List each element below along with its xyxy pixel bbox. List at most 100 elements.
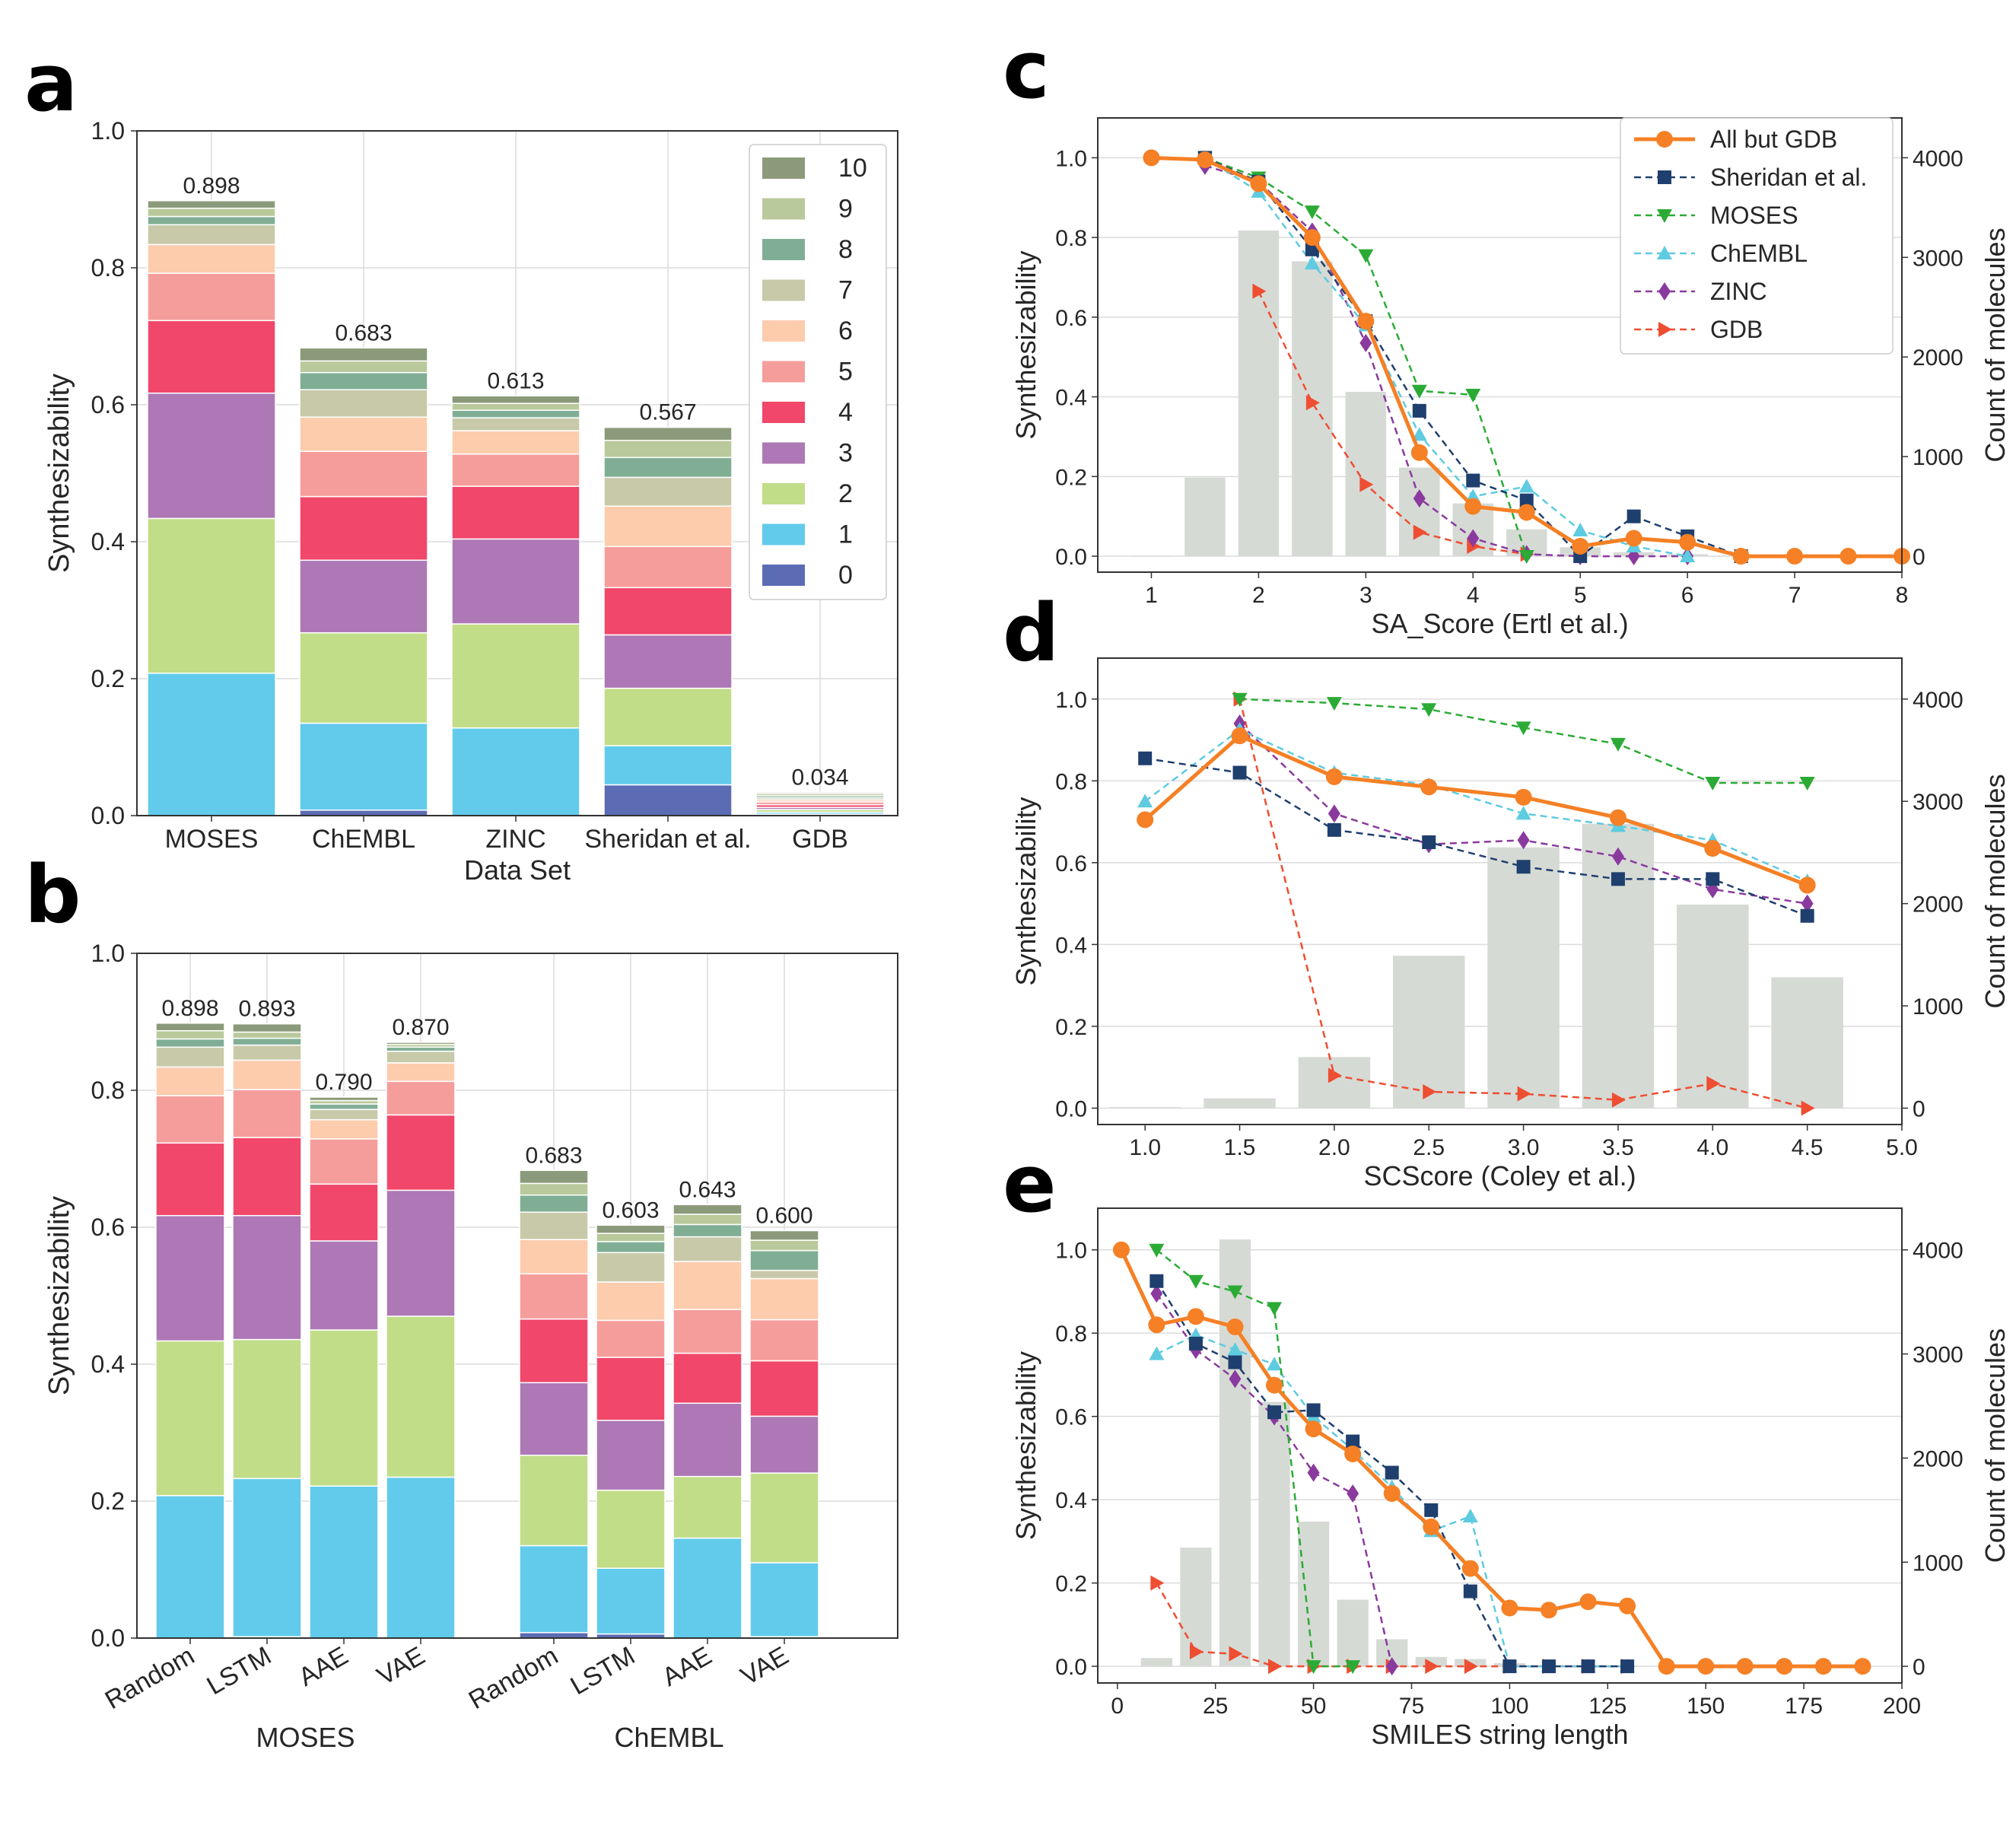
- legend-label-5: 5: [838, 358, 853, 387]
- bar-segment-level-6: [232, 1059, 302, 1090]
- panel-e-line-chart: 0.0 0.2 0.4 0.6 0.8 1.0 0 1000 2000 3000 4000 0 25 50…: [1010, 1207, 2011, 1750]
- bar-segment-level-2: [147, 517, 276, 674]
- bar-segment-level-6: [451, 430, 580, 455]
- series-moses: [1149, 1243, 1361, 1675]
- x-axis-label: SCScore (Coley et al.): [1363, 1160, 1636, 1191]
- histogram-bar: [1297, 1521, 1330, 1667]
- histogram-bar: [1392, 956, 1465, 1109]
- bar-segment-level-2: [155, 1340, 225, 1497]
- histogram-bar: [1677, 904, 1749, 1109]
- data-point-all-but-gdb: [1704, 840, 1722, 857]
- y-tick-label: 0.0: [91, 802, 125, 829]
- data-point-sheridan-et-al: [1424, 1503, 1439, 1517]
- panel-letter-c: c: [1003, 24, 1050, 116]
- data-point-moses: [1518, 550, 1534, 565]
- bar-segment-level-5: [519, 1273, 589, 1320]
- histogram-bar: [1337, 1599, 1369, 1667]
- y-tick-label: 0.2: [91, 1487, 125, 1515]
- y2-tick-label: 4000: [1913, 688, 1964, 713]
- bar-segment-level-2: [673, 1475, 742, 1539]
- bar-segment-level-5: [299, 450, 428, 498]
- data-point-all-but-gdb: [1464, 498, 1482, 515]
- data-point-moses: [1149, 1243, 1165, 1258]
- bar-segment-level-5: [603, 546, 733, 589]
- data-point-sheridan-et-al: [1150, 1274, 1164, 1288]
- data-point-all-but-gdb: [1540, 1602, 1557, 1619]
- bar-segment-level-1: [309, 1485, 379, 1639]
- data-point-all-but-gdb: [1303, 229, 1321, 247]
- y2-tick-label: 4000: [1913, 146, 1964, 171]
- bar-segment-level-10: [673, 1204, 742, 1215]
- y-tick-label: 0.0: [1055, 545, 1087, 570]
- bar-segment-level-8: [299, 371, 428, 390]
- legend-marker-gdb: [1658, 322, 1672, 337]
- y-axis-label: Synthesizability: [43, 1196, 75, 1395]
- x-tick-label: 200: [1883, 1694, 1921, 1719]
- data-point-all-but-gdb: [1854, 1658, 1871, 1675]
- data-point-moses: [1799, 777, 1815, 791]
- bar-segment-level-4: [451, 485, 580, 540]
- group-label-chembl: ChEMBL: [614, 1722, 723, 1753]
- data-point-all-but-gdb: [1501, 1599, 1518, 1617]
- data-point-sheridan-et-al: [1463, 1584, 1477, 1599]
- x-tick-label: 50: [1301, 1694, 1326, 1719]
- y-tick-label: 0.6: [1055, 306, 1087, 331]
- data-point-sheridan-et-al: [1466, 473, 1480, 488]
- data-point-all-but-gdb: [1423, 1518, 1440, 1535]
- x-tick-label: 8: [1896, 583, 1909, 608]
- x-tick-label: 3.5: [1602, 1135, 1634, 1160]
- data-point-zinc: [1467, 529, 1480, 548]
- x-tick-label: 150: [1687, 1694, 1725, 1719]
- legend-swatch-4: [762, 402, 805, 423]
- series-line-gdb: [1258, 291, 1527, 555]
- data-point-moses: [1465, 388, 1481, 402]
- panel-c-line-chart: 0.0 0.2 0.4 0.6 0.8 1.0 0 1000 2000 3000 4000 1 2 3 4 5…: [1010, 117, 2011, 639]
- y2-axis-label: Count of molecules: [1979, 227, 2011, 462]
- data-point-all-but-gdb: [1732, 548, 1750, 565]
- bar-segment-level-9: [155, 1029, 225, 1040]
- bar-segment-level-6: [603, 505, 733, 548]
- data-point-all-but-gdb: [1461, 1560, 1479, 1577]
- data-point-gdb: [1268, 1659, 1283, 1675]
- data-point-zinc: [1347, 1484, 1359, 1503]
- data-point-sheridan-et-al: [1346, 1434, 1360, 1449]
- bar-segment-level-3: [299, 559, 428, 634]
- bar-segment-level-8: [596, 1241, 666, 1254]
- data-point-moses: [1345, 1660, 1361, 1675]
- x-tick-label: LSTM: [202, 1641, 276, 1700]
- bar-segment-level-3: [519, 1382, 589, 1456]
- y2-tick-label: 1000: [1913, 1551, 1964, 1576]
- legend-label-4: 4: [838, 398, 853, 427]
- bar-total-label: 0.898: [161, 996, 218, 1021]
- bar-segment-level-1: [519, 1544, 589, 1634]
- histogram-bar: [1204, 1098, 1276, 1109]
- data-point-moses: [1188, 1274, 1204, 1289]
- bar-segment-level-3: [147, 392, 276, 520]
- histogram-bar: [1582, 823, 1655, 1109]
- bar-segment-level-10: [232, 1023, 302, 1033]
- x-tick-label: 4.5: [1792, 1135, 1824, 1160]
- y-tick-label: 0.6: [1055, 851, 1087, 876]
- data-point-moses: [1267, 1302, 1283, 1316]
- data-point-chembl: [1411, 427, 1427, 441]
- data-point-zinc: [1801, 894, 1814, 913]
- bar-segment-level-5: [155, 1095, 225, 1144]
- legend-swatch-8: [762, 239, 805, 260]
- x-tick-label: 1.5: [1224, 1135, 1256, 1160]
- bar-segment-level-7: [519, 1211, 589, 1240]
- bar-segment-level-7: [596, 1252, 666, 1283]
- data-point-gdb: [1328, 1067, 1342, 1083]
- x-tick-label: 1: [1145, 583, 1158, 608]
- y-tick-label: 0.4: [91, 1350, 125, 1378]
- data-point-sheridan-et-al: [1581, 1659, 1595, 1674]
- y-tick-label: 0.6: [91, 1214, 125, 1241]
- y2-tick-label: 3000: [1913, 790, 1964, 815]
- data-point-all-but-gdb: [1305, 1420, 1322, 1438]
- data-point-all-but-gdb: [1266, 1376, 1283, 1394]
- data-point-sheridan-et-al: [1306, 1403, 1321, 1417]
- data-point-moses: [1705, 777, 1721, 791]
- y2-tick-label: 0: [1913, 545, 1925, 570]
- y-tick-label: 1.0: [1055, 688, 1087, 713]
- data-point-zinc: [1307, 1463, 1320, 1482]
